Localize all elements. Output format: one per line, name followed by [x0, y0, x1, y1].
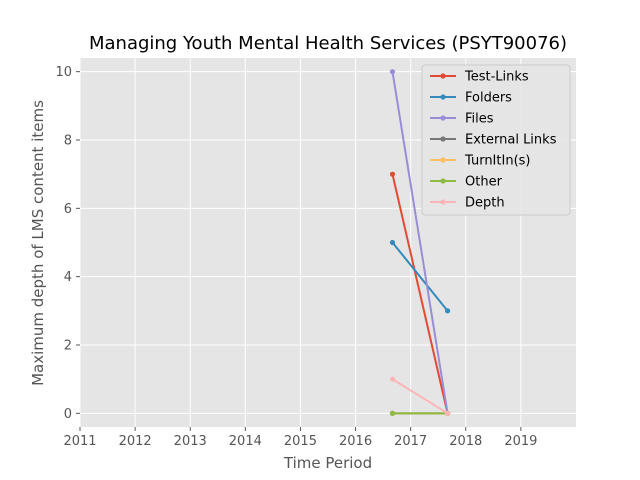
- x-tick-label: 2019: [504, 434, 537, 449]
- x-tick-label: 2018: [449, 434, 482, 449]
- data-point-files: [389, 69, 396, 75]
- x-tick-label: 2012: [119, 434, 152, 449]
- series-line-folders: [391, 241, 449, 312]
- series-depth: [389, 376, 451, 416]
- data-point-test-links: [389, 171, 396, 177]
- legend-marker: [440, 157, 446, 163]
- y-tick-label: 4: [64, 270, 72, 285]
- chart-title: Managing Youth Mental Health Services (P…: [89, 33, 567, 54]
- data-point-depth: [389, 376, 396, 382]
- legend-label: TurnItIn(s): [464, 154, 530, 169]
- legend-label: Other: [465, 175, 503, 190]
- legend-marker: [440, 94, 446, 100]
- legend-label: Depth: [465, 196, 505, 211]
- y-axis-label: Maximum depth of LMS content items: [29, 100, 47, 386]
- x-tick-label: 2017: [394, 434, 427, 449]
- legend-item: Depth: [430, 196, 505, 211]
- y-tick-label: 0: [64, 407, 72, 422]
- ticks: 2011 2012 2013 2014 2015 2016 2017 2018 2019 0 2 4 6…: [55, 65, 537, 449]
- y-tick-label: 10: [55, 65, 72, 80]
- legend-marker: [440, 199, 446, 205]
- legend-item: TurnItIn(s): [430, 154, 530, 169]
- legend-marker: [440, 73, 446, 79]
- data-point-folders: [444, 308, 451, 314]
- legend-label: Test-Links: [464, 70, 529, 85]
- series-line-files: [391, 71, 449, 414]
- x-axis-label: Time Period: [283, 454, 372, 472]
- legend-marker: [440, 136, 446, 142]
- legend-item: External Links: [430, 133, 557, 148]
- data-point-other: [389, 410, 396, 416]
- x-tick-label: 2015: [284, 434, 317, 449]
- x-tick-label: 2016: [339, 434, 372, 449]
- x-tick-label: 2013: [174, 434, 207, 449]
- legend-item: Other: [430, 175, 503, 190]
- legend-label: Files: [465, 112, 494, 127]
- x-tick-label: 2014: [229, 434, 262, 449]
- legend-box: [421, 64, 571, 216]
- legend-label: Folders: [465, 91, 512, 106]
- series-folders: [389, 239, 451, 314]
- legend-marker: [440, 115, 446, 121]
- legend-item: Folders: [430, 91, 512, 106]
- series-line-test-links: [391, 173, 449, 414]
- legend: Test-Links Folders Files External Links Turn…: [421, 64, 571, 216]
- x-tick-label: 2011: [63, 434, 96, 449]
- data-point-depth: [444, 410, 451, 416]
- y-tick-label: 2: [64, 339, 72, 354]
- data-point-folders: [389, 239, 396, 246]
- legend-item: Files: [430, 112, 494, 127]
- series-line-depth: [391, 378, 449, 415]
- legend-marker: [440, 178, 446, 184]
- y-tick-label: 8: [64, 134, 72, 149]
- grid: [79, 58, 576, 427]
- y-tick-label: 6: [64, 202, 72, 217]
- legend-item: Test-Links: [430, 70, 529, 85]
- legend-label: External Links: [465, 133, 557, 148]
- series-layer: [389, 69, 451, 416]
